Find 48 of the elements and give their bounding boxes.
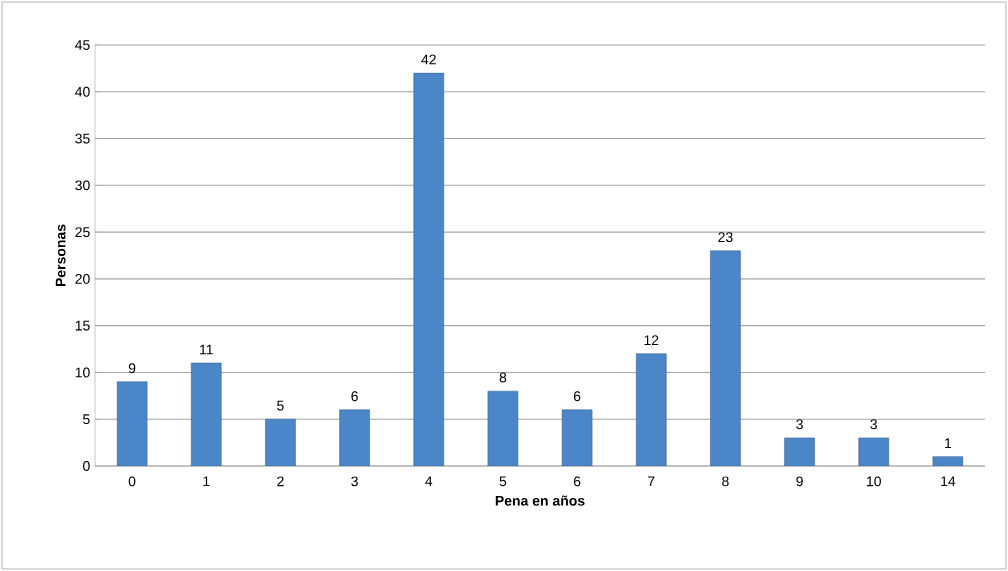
y-tick-label: 20 <box>75 273 90 284</box>
x-tick-label: 14 <box>941 476 956 487</box>
data-label: 8 <box>499 372 507 383</box>
x-tick-label: 7 <box>648 476 655 487</box>
bar <box>190 362 222 466</box>
data-label: 11 <box>200 344 213 355</box>
data-label: 3 <box>870 419 878 430</box>
data-label: 23 <box>718 232 733 243</box>
x-tick-label: 3 <box>351 476 358 487</box>
data-label: 12 <box>644 335 659 346</box>
bar <box>413 72 445 466</box>
x-tick-label: 9 <box>796 476 803 487</box>
bar <box>784 437 815 466</box>
data-label: 3 <box>796 419 803 430</box>
x-tick-label: 5 <box>499 476 507 487</box>
x-axis-title: Pena en años <box>495 495 585 506</box>
data-label: 42 <box>421 54 436 65</box>
y-tick-label: 0 <box>83 461 90 471</box>
x-tick-label: 6 <box>573 476 581 487</box>
y-tick-label: 5 <box>83 414 90 425</box>
data-label: 6 <box>351 391 358 402</box>
bar <box>932 456 964 466</box>
bar <box>265 418 296 466</box>
bar <box>487 390 519 466</box>
bar <box>339 409 370 466</box>
x-tick-label: 0 <box>128 476 136 487</box>
bar <box>561 409 593 466</box>
x-tick-label: 8 <box>722 476 729 487</box>
y-tick-label: 45 <box>75 40 90 50</box>
data-label: 6 <box>573 391 581 402</box>
y-tick-label: 40 <box>75 86 90 97</box>
bar <box>635 353 667 466</box>
data-label: 1 <box>945 438 952 448</box>
x-tick-label: 10 <box>867 476 881 487</box>
bar <box>858 437 890 466</box>
x-tick-label: 4 <box>425 476 433 487</box>
bar <box>116 381 148 466</box>
data-label: 9 <box>128 363 136 374</box>
y-tick-label: 15 <box>75 320 90 331</box>
data-label: 5 <box>277 400 284 411</box>
x-tick-label: 1 <box>203 476 210 487</box>
y-axis-title: Personas <box>55 224 66 287</box>
y-tick-label: 10 <box>75 367 90 378</box>
y-tick-label: 30 <box>75 180 90 191</box>
bar <box>710 250 741 466</box>
x-tick-label: 2 <box>277 476 284 487</box>
y-tick-label: 35 <box>75 133 90 144</box>
y-tick-label: 25 <box>75 227 90 238</box>
